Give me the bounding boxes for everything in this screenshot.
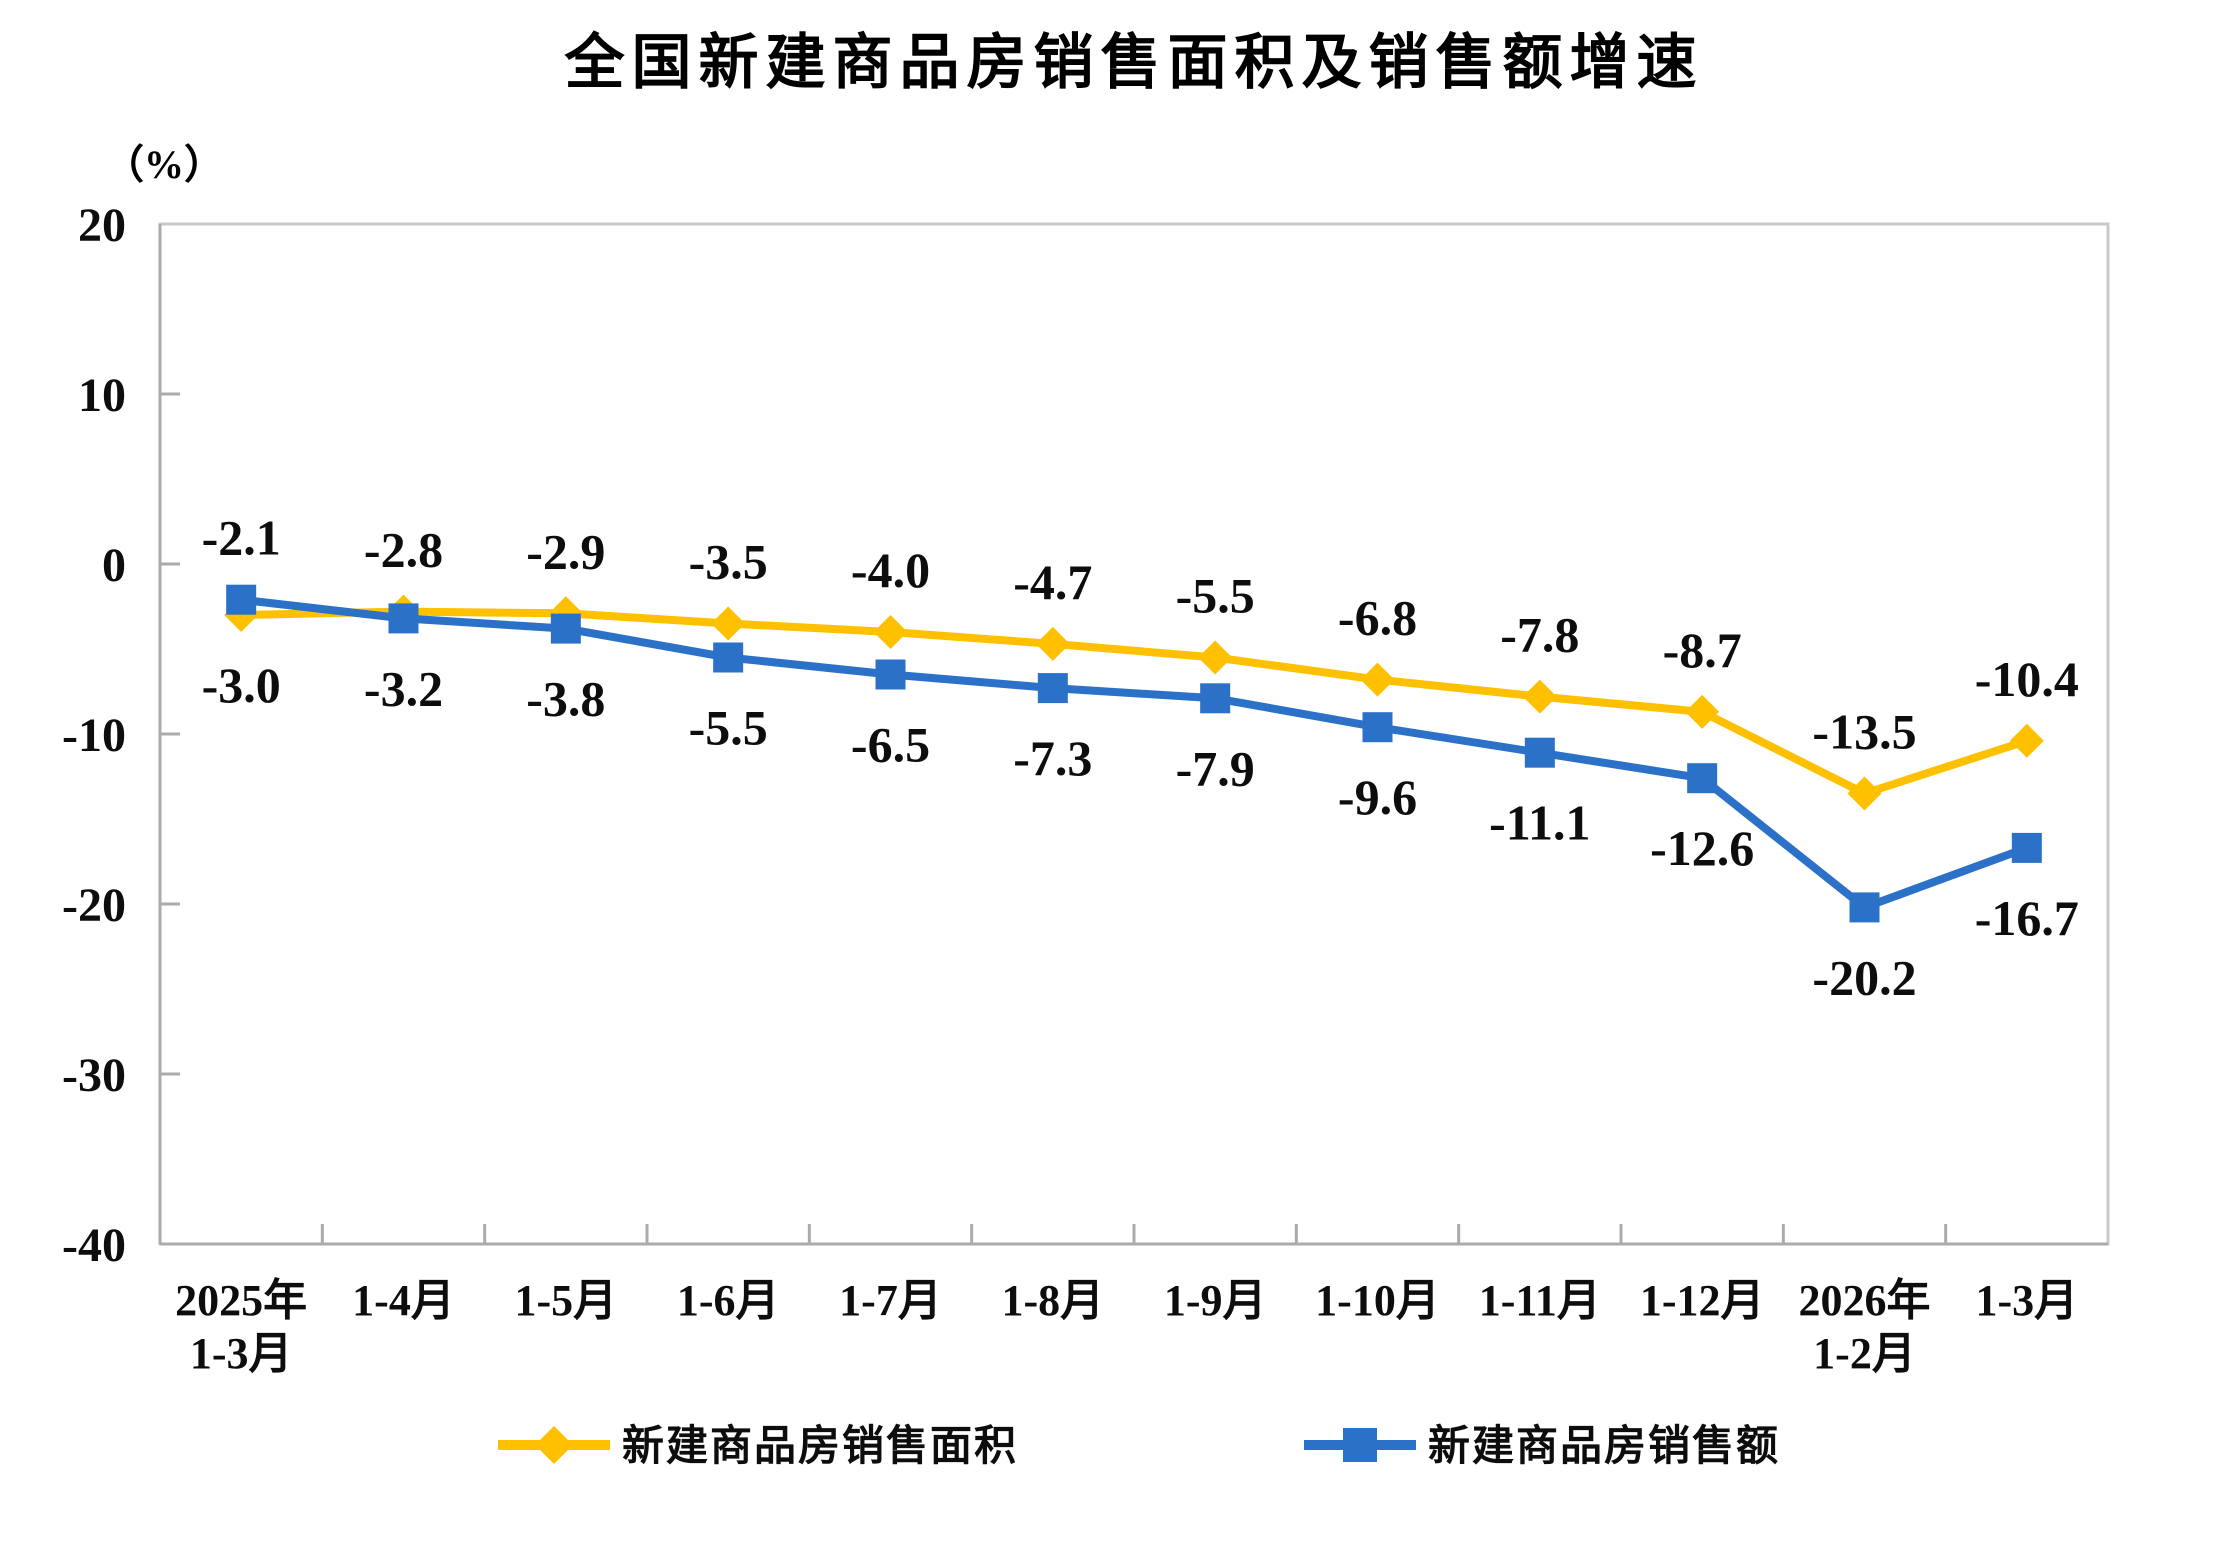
data-point-marker — [711, 606, 746, 641]
data-label: -9.6 — [1338, 769, 1417, 825]
data-point-marker — [1360, 662, 1395, 697]
data-point-marker — [1524, 737, 1555, 768]
data-label: -3.8 — [526, 671, 605, 727]
data-point-marker — [388, 603, 419, 634]
legend-label: 新建商品房销售面积 — [622, 1423, 1018, 1470]
series-line-0 — [241, 607, 2029, 798]
x-axis-label: 1-10月 — [1315, 1276, 1440, 1325]
data-label: -12.6 — [1650, 820, 1754, 876]
data-point-marker — [1198, 640, 1233, 675]
x-axis-label: 2026年 — [1799, 1276, 1931, 1325]
data-label: -6.5 — [851, 717, 930, 773]
x-axis-label: 1-6月 — [677, 1276, 780, 1325]
x-axis-label: 1-12月 — [1640, 1276, 1765, 1325]
data-label: -5.5 — [689, 700, 768, 756]
data-point-marker — [226, 584, 257, 615]
x-axis-label: 1-8月 — [1002, 1276, 1105, 1325]
data-point-marker — [1685, 694, 1720, 729]
x-axis-label: 1-11月 — [1479, 1276, 1601, 1325]
legend-label: 新建商品房销售额 — [1428, 1423, 1780, 1470]
data-label: -2.9 — [526, 523, 605, 579]
x-axis-label: 1-7月 — [839, 1276, 942, 1325]
data-point-marker — [550, 613, 581, 644]
data-label: -10.4 — [1975, 651, 2079, 707]
data-point-marker — [1037, 673, 1068, 704]
data-label: -20.2 — [1812, 949, 1916, 1005]
y-axis-unit-label: （%） — [104, 142, 224, 187]
data-label: -4.7 — [1013, 554, 1092, 610]
x-axis-label: 1-5月 — [515, 1276, 618, 1325]
data-label: -7.8 — [1500, 607, 1579, 663]
y-axis-label: -40 — [62, 1219, 126, 1272]
series-line-1 — [240, 595, 2029, 912]
data-point-marker — [1849, 892, 1880, 923]
data-point-marker — [535, 1426, 573, 1464]
data-label: -7.9 — [1176, 740, 1255, 796]
x-axis-label: 1-4月 — [352, 1276, 455, 1325]
y-axis-label: -20 — [62, 879, 126, 932]
data-point-marker — [2009, 723, 2044, 758]
data-point-marker — [1362, 712, 1393, 743]
data-point-marker — [873, 615, 908, 649]
y-axis-label: 0 — [102, 539, 126, 592]
data-label: -6.8 — [1338, 590, 1417, 646]
data-point-marker — [713, 642, 744, 673]
data-label: -2.8 — [364, 522, 443, 578]
data-label: -5.5 — [1176, 568, 1255, 624]
data-point-marker — [1035, 626, 1070, 661]
data-point-marker — [1847, 776, 1882, 811]
data-point-marker — [1687, 763, 1718, 794]
y-axis-label: 20 — [78, 199, 126, 252]
x-axis-label: 1-3月 — [190, 1329, 293, 1378]
data-label: -3.5 — [689, 534, 768, 590]
data-label: -8.7 — [1663, 622, 1742, 678]
data-point-marker — [1343, 1428, 1377, 1462]
data-point-marker — [875, 659, 906, 690]
x-axis-label: 1-2月 — [1813, 1329, 1916, 1378]
y-axis-label: -30 — [62, 1049, 126, 1102]
data-point-marker — [1522, 679, 1557, 714]
data-label: -3.2 — [364, 660, 443, 716]
data-label: -13.5 — [1812, 704, 1916, 760]
x-axis-label: 1-3月 — [1976, 1276, 2079, 1325]
data-label: -16.7 — [1975, 890, 2079, 946]
data-label: -4.0 — [851, 542, 930, 598]
x-axis-label: 1-9月 — [1164, 1276, 1267, 1325]
data-label: -11.1 — [1489, 795, 1590, 851]
data-label: -2.1 — [202, 510, 281, 566]
data-label: -7.3 — [1013, 730, 1092, 786]
data-point-marker — [1200, 683, 1231, 714]
y-axis-label: -10 — [62, 709, 126, 762]
data-point-marker — [2011, 832, 2042, 863]
x-axis-label: 2025年 — [175, 1276, 307, 1325]
data-label: -3.0 — [202, 657, 281, 713]
y-axis-label: 10 — [78, 369, 126, 422]
chart-title: 全国新建商品房销售面积及销售额增速 — [564, 29, 1704, 96]
